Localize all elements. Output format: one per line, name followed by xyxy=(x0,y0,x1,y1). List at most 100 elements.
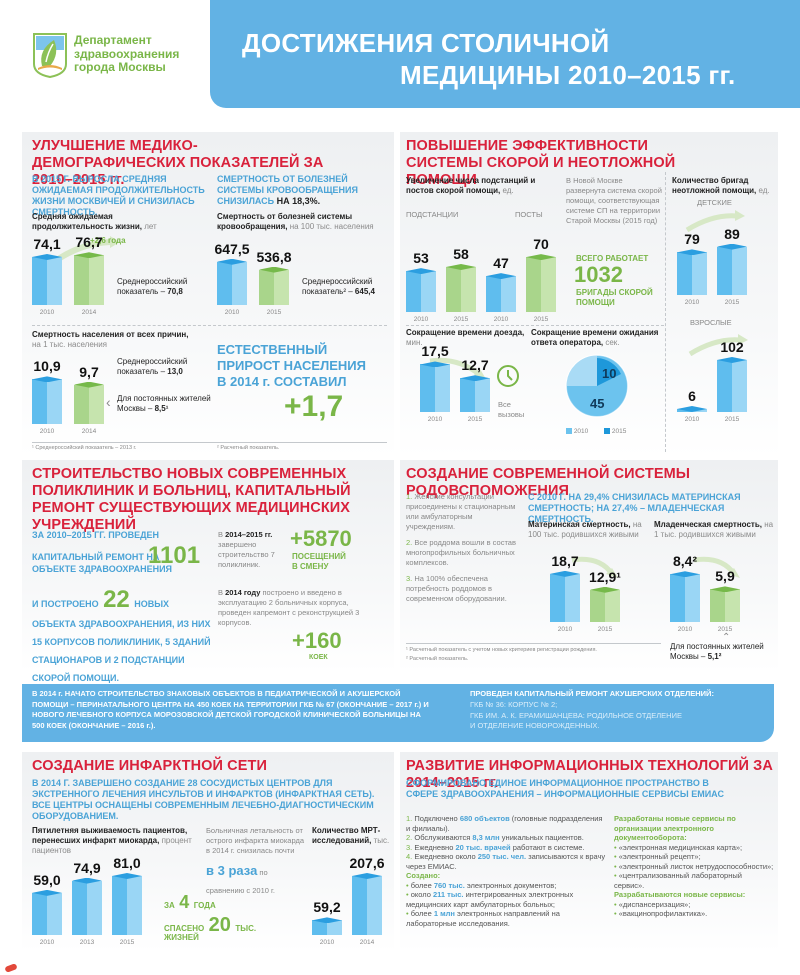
list-item: 3. На 100% обеспечена потребность роддом… xyxy=(406,574,507,603)
chart-bar xyxy=(74,252,104,305)
chart-bar xyxy=(74,381,104,424)
chart-bar xyxy=(677,406,707,412)
chart-bar xyxy=(446,264,476,312)
it-panel: РАЗВИТИЕ ИНФОРМАЦИОННЫХ ТЕХНОЛОГИЙ ЗА 20… xyxy=(400,752,778,952)
circ-subheading: СМЕРТНОСТЬ ОТ БОЛЕЗНЕЙ СИСТЕМЫ КРОВООБРА… xyxy=(217,174,358,206)
legend-swatch-2015 xyxy=(604,428,611,435)
chart-bar xyxy=(717,357,747,412)
pill-icon xyxy=(5,964,17,972)
list-item: 2. Все роддома вошли в состав многопрофи… xyxy=(406,538,516,567)
bar-value-label: 9,7 xyxy=(79,363,99,380)
list-item: • более 760 тыс. электронных документов; xyxy=(406,880,557,890)
chevron-up-icon: ⌃ xyxy=(722,632,731,643)
polyclinic-text: В 2014–2015 гг. завершено строительство … xyxy=(218,530,275,569)
bar-value-label: 74,1 xyxy=(33,236,61,253)
list-item: • «централизованный лабораторный сервис»… xyxy=(614,871,742,890)
logo-line: Департамент xyxy=(74,33,152,47)
footnote: ² Расчетный показатель. xyxy=(406,656,469,662)
bar-value-label: 8,4² xyxy=(672,553,698,570)
built-block: И ПОСТРОЕНО 22 НОВЫХ ОБЪЕКТА ЗДРАВООХРАН… xyxy=(32,586,211,683)
bar-year-label: 2010 xyxy=(39,309,55,316)
bar-value-label: 81,0 xyxy=(113,855,141,871)
list-item: 3. Ежедневно 20 тыс. врачей работают в с… xyxy=(406,842,585,852)
chart-bar xyxy=(32,254,62,305)
bar-value-label: 89 xyxy=(724,225,740,242)
demographics-panel: УЛУЧШЕНИЕ МЕДИКО-ДЕМОГРАФИЧЕСКИХ ПОКАЗАТ… xyxy=(22,132,394,457)
group-label: ПОДСТАНЦИИ xyxy=(406,210,459,219)
list-item: • «электронный листок нетрудоспособности… xyxy=(614,861,774,871)
ambulance-panel: ПОВЫШЕНИЕ ЭФФЕКТИВНОСТИ СИСТЕМЫ СКОРОЙ И… xyxy=(400,132,778,457)
bar-year-label: 2010 xyxy=(224,309,240,316)
banner-right-lines: ГКБ № 36: КОРПУС № 2; ГКБ ИМ. А. К. ЕРАМ… xyxy=(470,700,682,730)
bar-value-label: 58 xyxy=(453,246,469,263)
department-emblem-icon xyxy=(33,33,67,78)
list-item: • «электронная медицинская карта»; xyxy=(614,842,743,852)
logo-line: здравоохранения xyxy=(74,46,180,61)
page-title-line2: МЕДИЦИНЫ 2010–2015 гг. xyxy=(400,60,736,90)
bar-year-label: 2010 xyxy=(427,416,443,423)
total-pre: ВСЕГО РАБОТАЕТ xyxy=(576,254,649,263)
page-title-line1: ДОСТИЖЕНИЯ СТОЛИЧНОЙ xyxy=(242,28,610,58)
chart-bar xyxy=(526,254,556,312)
bar-value-label: 17,5 xyxy=(421,343,449,360)
bar-year-label: 2015 xyxy=(597,626,613,633)
chart-bar xyxy=(312,917,342,935)
it-list: 1. Подключено 680 объектов (головные под… xyxy=(406,814,606,928)
divider xyxy=(32,442,387,443)
bar-year-label: 2010 xyxy=(39,428,55,435)
trend-arrow-icon xyxy=(429,357,486,379)
saved-years: ЗА 4 ГОДА xyxy=(164,892,216,912)
built-value: 22 xyxy=(103,586,130,613)
chart-bar xyxy=(217,258,247,305)
banner-left-text: В 2014 г. НАЧАТО СТРОИТЕЛЬСТВО ЗНАКОВЫХ … xyxy=(32,689,429,730)
bar-year-label: 2015 xyxy=(467,416,483,423)
arrival-label: Сокращение времени доезда, мин. xyxy=(406,328,525,347)
new-moscow-text: В Новой Москве развернута система скорой… xyxy=(566,176,662,225)
bar-year-label: 2015 xyxy=(453,316,469,323)
life-delta: +2,6 года xyxy=(90,236,126,245)
chart-bar xyxy=(32,376,62,424)
growth-text: ЕСТЕСТВЕННЫЙ ПРИРОСТ НАСЕЛЕНИЯ В 2014 г.… xyxy=(217,342,366,389)
divider xyxy=(665,172,666,452)
maternal-label: Материнская смертность, на 100 тыс. роди… xyxy=(528,520,642,539)
mortality-reference: Среднероссийский показатель – 13,0 xyxy=(117,357,188,376)
bar-year-label: 2014 xyxy=(81,428,97,435)
bar-value-label: 53 xyxy=(413,250,429,267)
bar-year-label: 2014 xyxy=(81,309,97,316)
operator-pie-chart xyxy=(565,354,629,418)
chart-bar xyxy=(420,361,450,412)
list-item: • «вакцинопрофилактика». xyxy=(614,909,708,918)
bar-value-label: 5,9 xyxy=(715,568,735,585)
lethality-value: в 3 раза по сравнению с 2010 г. xyxy=(206,863,275,895)
bar-year-label: 2015 xyxy=(724,299,740,306)
chart-bar xyxy=(406,268,436,312)
list-item: 4. Ежедневно около 250 тыс. чел. записыв… xyxy=(406,852,606,871)
legend-swatch-2010 xyxy=(566,428,572,435)
survival-label: Пятилетняя выживаемость пациентов, перен… xyxy=(32,826,192,855)
brigades-label: Количество бригад неотложной помощи, ед. xyxy=(672,176,770,195)
dev-services-title: Разрабатываются новые сервисы: xyxy=(614,890,746,899)
beds-label: КОЕК xyxy=(309,654,328,661)
saved-lives: СПАСЕНО 20 ТЫС. ЖИЗНЕЙ xyxy=(164,914,257,942)
chart-bar xyxy=(112,873,142,935)
bar-year-label: 2010 xyxy=(39,939,55,946)
visits-value: +5870 xyxy=(290,526,352,551)
bar-year-label: 2010 xyxy=(677,626,693,633)
life-subheading: В 2015 г. ВЫРОСЛА СРЕДНЯЯ ОЖИДАЕМАЯ ПРОД… xyxy=(32,174,205,217)
bar-value-label: 18,7 xyxy=(551,552,579,569)
bar-value-label: 76,7 xyxy=(75,234,103,251)
chart-bar xyxy=(259,266,289,305)
it-subheading: СФОРМИРОВАНО ЕДИНОЕ ИНФОРМАЦИОННОЕ ПРОСТ… xyxy=(406,778,724,799)
footnote: ¹ Среднероссийский показатель – 2013 г. xyxy=(32,445,137,451)
new-services-title: Разработаны новые сервисы по организации… xyxy=(614,814,736,842)
info-banner: В 2014 г. НАЧАТО СТРОИТЕЛЬСТВО ЗНАКОВЫХ … xyxy=(22,684,774,742)
title-banner: ДОСТИЖЕНИЯ СТОЛИЧНОЙ МЕДИЦИНЫ 2010–2015 … xyxy=(210,0,800,108)
life-reference: Среднероссийский показатель – 70,8 xyxy=(117,277,188,296)
section-title: ПОВЫШЕНИЕ ЭФФЕКТИВНОСТИ СИСТЕМЫ СКОРОЙ И… xyxy=(406,138,676,188)
bar-value-label: 207,6 xyxy=(349,855,385,871)
list-item: • около 211 тыс. интегрированных электро… xyxy=(406,890,574,909)
obstetrics-panel: СОЗДАНИЕ СОВРЕМЕННОЙ СИСТЕМЫ РОДОВСПОМОЖ… xyxy=(400,460,778,672)
bar-year-label: 2010 xyxy=(493,316,509,323)
bar-year-label: 2010 xyxy=(413,316,429,323)
bar-value-label: 536,8 xyxy=(256,248,292,265)
